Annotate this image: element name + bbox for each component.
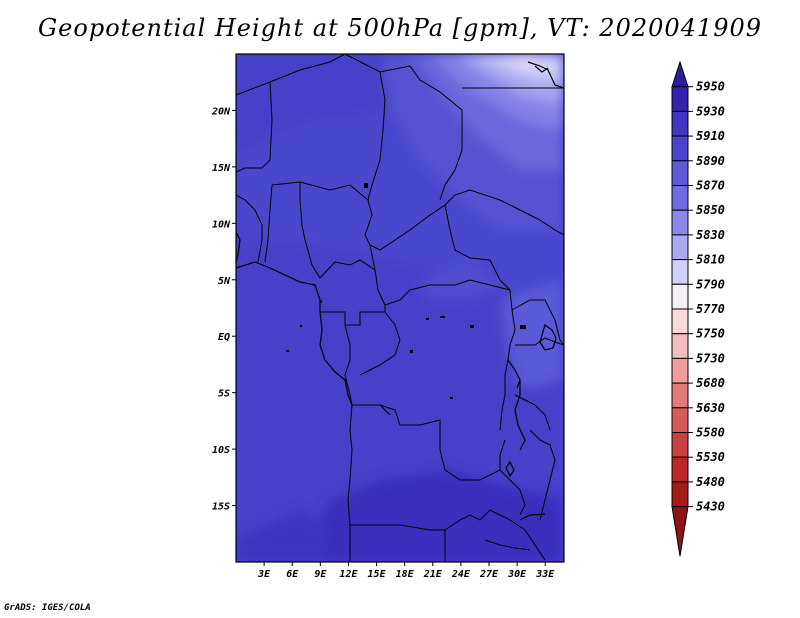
x-axis: 3E 6E 9E 12E 15E 18E 21E 24E 27E 30E 33E	[257, 562, 555, 580]
colorbar-label: 5580	[696, 426, 725, 440]
colorbar-swatch	[671, 456, 689, 483]
colorbar-label: 5870	[696, 179, 725, 193]
x-tick-label: 27E	[479, 569, 499, 580]
y-tick-label: 5S	[218, 389, 230, 400]
colorbar-swatch	[671, 333, 689, 359]
colorbar-swatch	[671, 259, 689, 285]
colorbar-swatch	[671, 110, 689, 137]
colorbar-swatch	[671, 481, 689, 508]
colorbar-label: 5750	[696, 327, 725, 341]
colorbar-swatch	[671, 407, 689, 433]
colorbar-label: 5480	[696, 475, 725, 489]
colorbar-min-arrow	[671, 506, 689, 557]
x-tick-label: 30E	[507, 569, 527, 580]
colorbar-label: 5530	[696, 450, 725, 464]
height-field	[236, 54, 564, 562]
colorbar-swatch	[671, 135, 689, 162]
colorbar-swatch	[671, 185, 689, 211]
colorbar-label: 5430	[696, 500, 725, 514]
colorbar-label: 5910	[696, 129, 725, 143]
x-tick-label: 15E	[368, 569, 387, 580]
y-tick-label: 15N	[212, 163, 231, 174]
country-borders	[236, 54, 564, 562]
colorbar-label: 5950	[696, 80, 725, 94]
colorbar-swatch	[671, 160, 689, 187]
colorbar-label: 5680	[696, 376, 725, 390]
x-tick-label: 33E	[535, 569, 555, 580]
x-tick-label: 9E	[314, 569, 327, 580]
y-tick-label: 10N	[212, 219, 231, 230]
colorbar-label: 5890	[696, 154, 725, 168]
colorbar-swatch	[671, 357, 689, 384]
y-axis: 20N 15N 10N 5N EQ 5S 10S 15S	[211, 106, 236, 513]
small-lakes	[286, 183, 526, 399]
map-frame	[235, 53, 565, 563]
colorbar-swatch	[671, 283, 689, 310]
colorbar-swatch	[671, 86, 689, 112]
x-tick-label: 6E	[286, 569, 299, 580]
colorbar-swatch	[671, 308, 689, 335]
colorbar-swatch	[671, 234, 689, 261]
x-tick-label: 12E	[339, 569, 358, 580]
x-tick-label: 24E	[451, 569, 471, 580]
colorbar-label: 5730	[696, 351, 725, 365]
colorbar-label: 5810	[696, 253, 725, 267]
x-tick-label: 3E	[257, 569, 271, 580]
grads-credit: GrADS: IGES/COLA	[4, 603, 91, 613]
coastlines	[236, 61, 564, 521]
colorbar-label: 5830	[696, 228, 725, 242]
y-tick-label: 15S	[212, 502, 230, 513]
x-tick-label: 21E	[423, 569, 443, 580]
y-tick-label: 10S	[212, 445, 230, 456]
x-tick-label: 18E	[396, 569, 415, 580]
colorbar-max-arrow	[671, 60, 689, 88]
colorbar-label: 5630	[696, 401, 725, 415]
colorbar-swatch	[671, 209, 689, 236]
colorbar-label: 5930	[696, 104, 725, 118]
chart-title: Geopotential Height at 500hPa [gpm], VT:…	[38, 14, 762, 42]
y-tick-label: 5N	[218, 276, 231, 287]
y-tick-label: EQ	[218, 332, 230, 343]
colorbar-label: 5770	[696, 302, 725, 316]
colorbar-label: 5790	[696, 277, 725, 291]
colorbar-swatch	[671, 382, 689, 409]
colorbar-legend: 5950 5930 5910 5890 5870 5850 5830 5810 5790 5770…	[671, 60, 725, 557]
y-tick-label: 20N	[211, 106, 231, 117]
colorbar-label: 5850	[696, 203, 725, 217]
colorbar-swatch	[671, 432, 689, 458]
